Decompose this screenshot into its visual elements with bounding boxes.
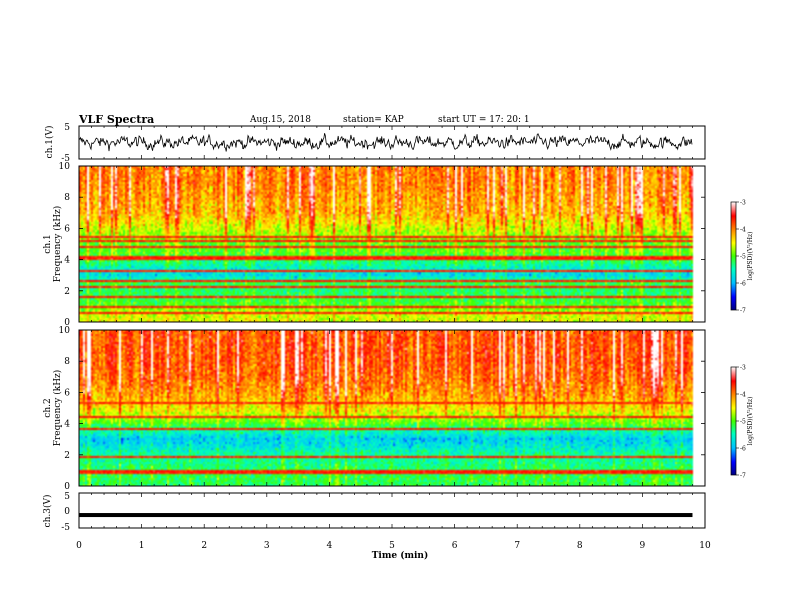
ch2-spectrogram-panel: 0 2 4 6 8 10 ch.2 Frequency (kHz) bbox=[43, 326, 706, 492]
y-tick-label: 8 bbox=[64, 193, 70, 203]
station-label: station= KAP bbox=[343, 115, 404, 125]
ch1-frequency-axis-label: Frequency (kHz) bbox=[52, 206, 63, 283]
ch1-waveform-panel: 5 -5 ch.1(V) bbox=[44, 123, 706, 164]
x-axis-label: Time (min) bbox=[372, 550, 429, 561]
ch2-colorbar: -3 -4 -5 -6 -7 log(PSD)(V²/Hz) bbox=[730, 365, 754, 480]
x-tick-label: 10 bbox=[699, 541, 711, 551]
x-tick-label: 0 bbox=[76, 541, 82, 551]
ch1-spectrogram-heatmap bbox=[79, 166, 705, 322]
x-tick-label: 1 bbox=[139, 541, 145, 551]
ch1-colorbar: -3 -4 -5 -6 -7 log(PSD)(V²/Hz) bbox=[730, 200, 754, 315]
ch1-ytick-top: 5 bbox=[64, 123, 70, 133]
ch1-spectrogram-panel: 0 2 4 6 8 10 ch.1 Frequency (kHz) bbox=[43, 162, 706, 328]
figure-title: VLF Spectra bbox=[79, 113, 155, 126]
y-tick-label: 0 bbox=[64, 482, 70, 492]
ch3-ytick-mid: 0 bbox=[64, 507, 70, 517]
x-tick-label: 7 bbox=[514, 541, 520, 551]
y-tick-label: 2 bbox=[64, 287, 70, 297]
y-tick-label: 6 bbox=[64, 388, 70, 398]
y-tick-label: 6 bbox=[64, 224, 70, 234]
x-tick-label: 9 bbox=[640, 541, 646, 551]
colorbar-tick-label: -4 bbox=[740, 227, 746, 234]
ch2-frequency-axis-label: Frequency (kHz) bbox=[52, 370, 63, 447]
colorbar-tick-label: -6 bbox=[740, 446, 746, 453]
x-tick-label: 8 bbox=[577, 541, 583, 551]
x-axis-tick-labels: 0 1 2 3 4 5 6 7 8 9 10 bbox=[76, 541, 711, 551]
ch3-ytick-top: 5 bbox=[64, 492, 70, 502]
y-tick-label: 4 bbox=[64, 420, 70, 430]
ch2-spectrogram-label: ch.2 bbox=[43, 398, 53, 417]
ch1-ytick-bottom: -5 bbox=[61, 154, 70, 164]
y-tick-label: 0 bbox=[64, 318, 70, 328]
ch1-spectrogram-label: ch.1 bbox=[43, 234, 53, 253]
date-label: Aug.15, 2018 bbox=[250, 115, 311, 125]
x-tick-label: 5 bbox=[389, 541, 395, 551]
y-tick-label: 4 bbox=[64, 256, 70, 266]
x-tick-label: 4 bbox=[327, 541, 333, 551]
ch2-spectrogram-heatmap bbox=[79, 330, 705, 486]
colorbar-tick-label: -3 bbox=[740, 365, 746, 372]
colorbar-tick-label: -4 bbox=[740, 392, 746, 399]
x-tick-label: 2 bbox=[201, 541, 207, 551]
ch2-colorbar-label: log(PSD)(V²/Hz) bbox=[747, 397, 754, 446]
colorbar-tick-label: -5 bbox=[740, 419, 746, 426]
ch1-waveform-ylabel: ch.1(V) bbox=[44, 126, 55, 159]
y-tick-label: 8 bbox=[64, 357, 70, 367]
colorbar-tick-label: -3 bbox=[740, 200, 746, 207]
ch1-colorbar-label: log(PSD)(V²/Hz) bbox=[747, 232, 754, 281]
colorbar-tick-label: -7 bbox=[740, 308, 746, 315]
x-tick-label: 6 bbox=[452, 541, 458, 551]
ch3-waveform-panel: 5 0 -5 ch.3(V) bbox=[42, 492, 706, 533]
start-time-label: start UT = 17: 20: 1 bbox=[438, 115, 530, 125]
spectrogram-image bbox=[79, 330, 705, 486]
colorbar-tick-label: -7 bbox=[740, 473, 746, 480]
x-tick-label: 3 bbox=[264, 541, 270, 551]
spectrogram-image bbox=[79, 166, 705, 322]
colorbar-tick-label: -5 bbox=[740, 254, 746, 261]
y-tick-label: 10 bbox=[59, 162, 71, 172]
ch3-waveform-trace bbox=[79, 513, 693, 518]
ch1-waveform-trace bbox=[78, 133, 693, 152]
ch3-waveform-ylabel: ch.3(V) bbox=[42, 495, 53, 528]
y-tick-label: 10 bbox=[59, 326, 71, 336]
ch3-ytick-bottom: -5 bbox=[61, 523, 70, 533]
colorbar-tick-label: -6 bbox=[740, 281, 746, 288]
y-tick-label: 2 bbox=[64, 451, 70, 461]
